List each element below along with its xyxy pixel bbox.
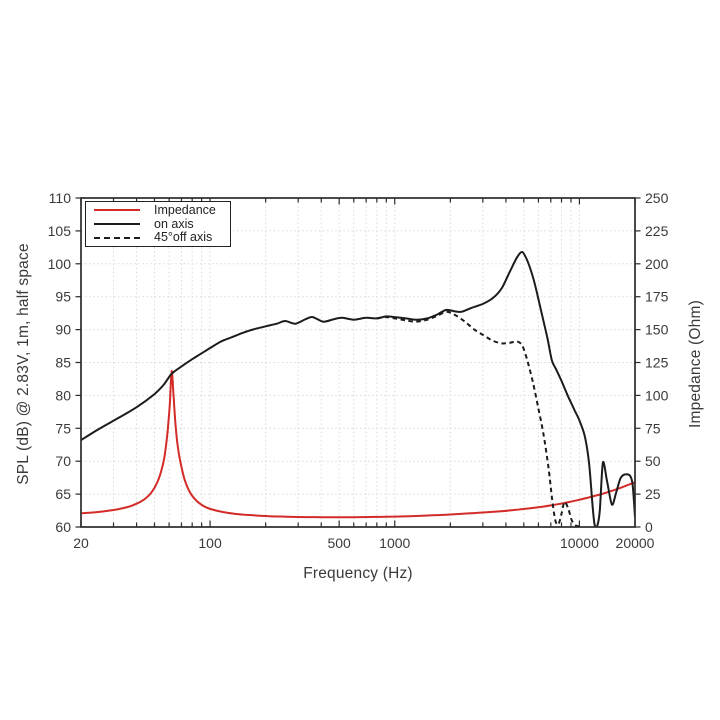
curves	[81, 250, 635, 527]
svg-text:105: 105	[48, 223, 72, 239]
y-right-axis-title: Impedance (Ohm)	[687, 300, 704, 428]
legend-label-45-off-axis: 45°off axis	[154, 230, 213, 245]
svg-text:20: 20	[73, 535, 89, 551]
svg-text:50: 50	[645, 453, 661, 469]
svg-text:250: 250	[645, 190, 669, 206]
legend-item-on-axis: on axis	[86, 216, 230, 231]
svg-text:70: 70	[55, 453, 71, 469]
off-axis-line-swatch	[94, 236, 140, 239]
legend-label-impedance: Impedance	[154, 202, 216, 217]
svg-text:100: 100	[645, 387, 669, 403]
x-axis-title: Frequency (Hz)	[303, 565, 413, 582]
svg-text:1000: 1000	[379, 535, 410, 551]
curve-impedance	[81, 370, 635, 519]
legend: Impedance on axis 45°off axis	[85, 201, 231, 247]
legend-item-45-off-axis: 45°off axis	[86, 231, 230, 244]
svg-text:85: 85	[55, 355, 71, 371]
svg-text:10000: 10000	[560, 535, 599, 551]
impedance-line-swatch	[94, 209, 140, 212]
svg-text:90: 90	[55, 322, 71, 338]
svg-text:80: 80	[55, 387, 71, 403]
svg-text:75: 75	[645, 420, 661, 436]
curve-off_axis	[376, 310, 580, 527]
svg-text:100: 100	[48, 256, 72, 272]
svg-text:100: 100	[198, 535, 222, 551]
curve-on_axis	[81, 250, 635, 527]
legend-item-impedance: Impedance	[86, 202, 230, 217]
svg-text:110: 110	[49, 190, 72, 206]
svg-text:125: 125	[645, 355, 669, 371]
svg-text:25: 25	[645, 486, 661, 502]
tick-labels: 60 65 70 75 80 85 90 95 100 105 110 0 25 50 75 100 125 15…	[48, 190, 669, 551]
svg-text:225: 225	[645, 223, 669, 239]
svg-text:500: 500	[327, 535, 351, 551]
svg-text:75: 75	[55, 420, 71, 436]
svg-text:175: 175	[645, 289, 669, 305]
legend-label-on-axis: on axis	[154, 216, 194, 231]
svg-text:150: 150	[645, 322, 669, 338]
svg-text:60: 60	[55, 519, 71, 535]
svg-text:95: 95	[55, 289, 71, 305]
svg-text:200: 200	[645, 256, 669, 272]
svg-text:20000: 20000	[616, 535, 655, 551]
on-axis-line-swatch	[94, 223, 140, 225]
gridlines	[81, 198, 635, 527]
y-left-axis-title: SPL (dB) @ 2.83V, 1m, half space	[15, 243, 32, 485]
svg-text:0: 0	[645, 519, 653, 535]
svg-text:65: 65	[55, 486, 71, 502]
